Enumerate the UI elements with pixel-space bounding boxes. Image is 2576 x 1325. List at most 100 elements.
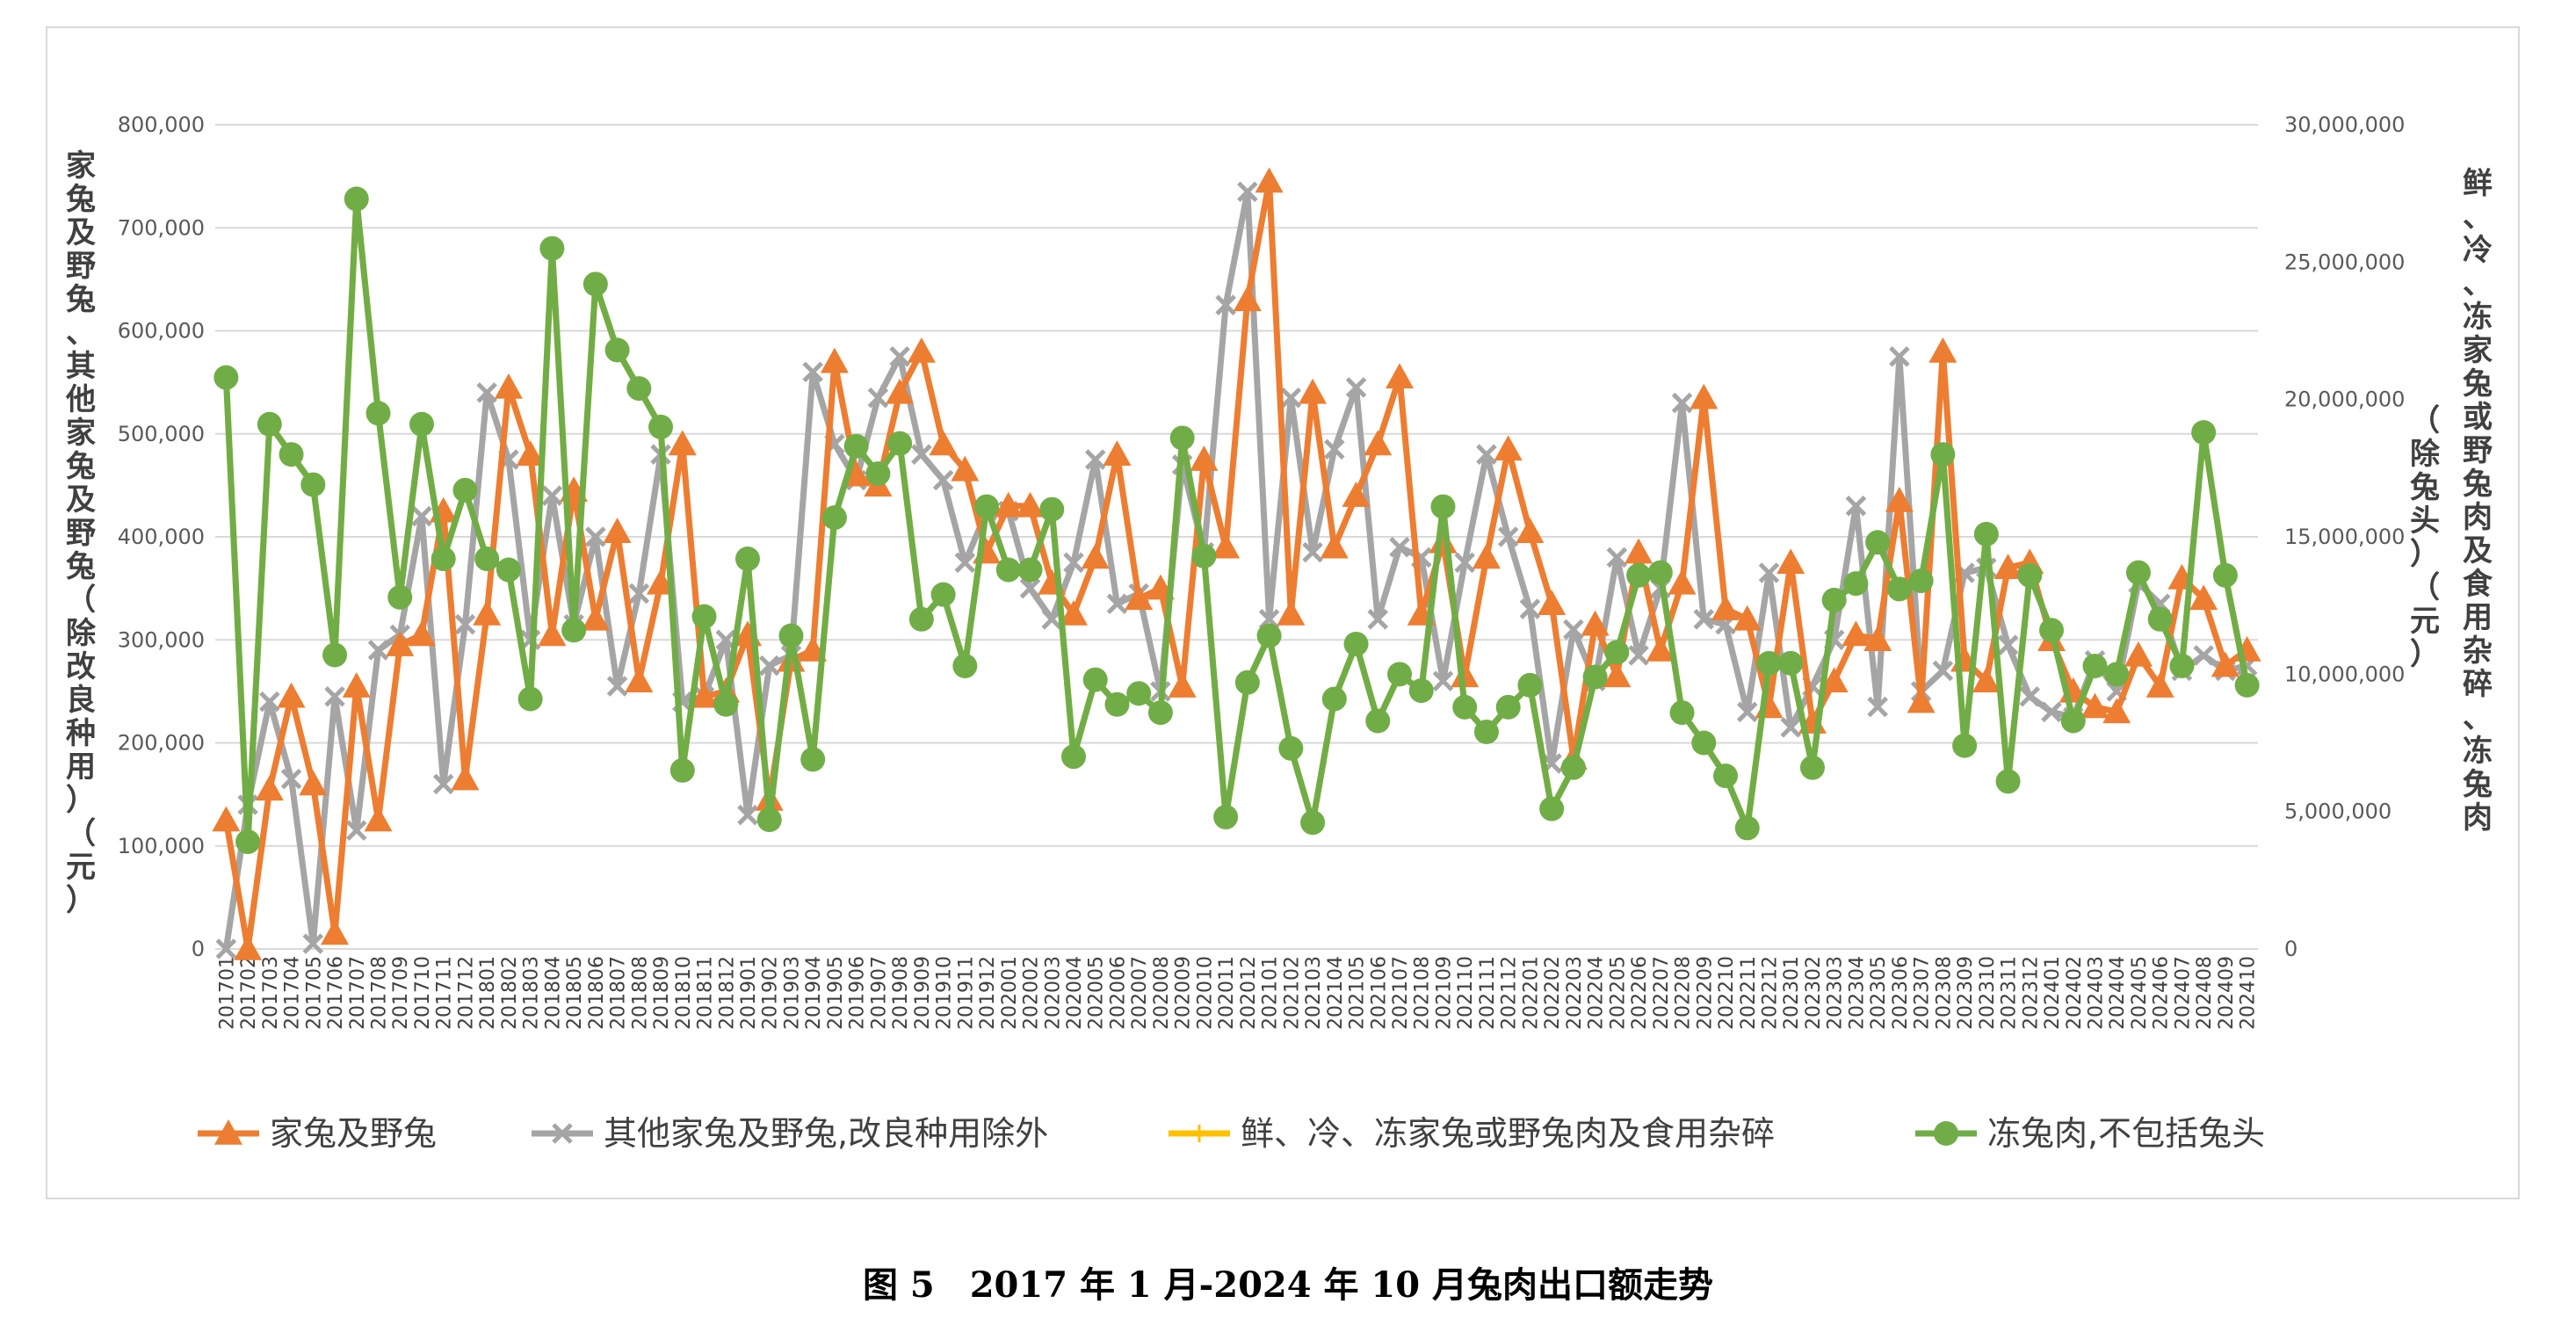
marker-stroke [1432,670,1454,691]
series-marker [259,691,280,713]
axis-title-char: 其 [66,349,96,384]
x-tick-label: 201807 [608,956,630,1030]
series-line [222,195,2251,845]
series-marker [911,444,932,465]
x-tick-label: 202410 [2238,956,2260,1030]
series-marker [1060,744,1086,770]
left-tick-label: 400,000 [118,525,205,549]
series-marker [1581,610,1610,636]
series-marker [1017,557,1043,583]
marker-stroke [346,820,367,841]
x-tick-label: 201808 [629,956,651,1030]
series-marker [1756,650,1782,676]
series-marker [1843,571,1869,597]
series-marker [234,935,263,960]
x-tick-label: 202205 [1607,956,1629,1030]
x-tick-label: 202306 [1890,956,1912,1030]
axis-title-char: （ [66,583,96,618]
series-marker [1582,664,1608,690]
series-marker [1233,286,1262,312]
legend-item-3: 冻兔肉,不包括兔头 [1915,1114,2265,1153]
x-tick-label: 202407 [2172,956,2194,1030]
axis-title-char: 肉 [2463,800,2493,836]
marker-stroke [541,485,563,506]
series-marker [1845,496,1867,517]
marker-stroke [2193,645,2214,666]
x-tick-label: 201811 [695,956,717,1030]
marker-stroke [911,444,932,465]
series-marker [1560,755,1586,780]
series-marker [1863,626,1892,652]
marker-stroke [280,768,302,790]
series-marker [908,606,934,632]
series-marker [648,414,674,439]
series-marker [1780,717,1801,738]
legend-label: 家兔及野兔 [270,1114,437,1153]
series-marker [2147,606,2173,632]
marker-stroke [1671,392,1693,414]
x-tick-label: 201809 [651,956,673,1030]
series-marker [1169,425,1195,451]
series-marker [1516,518,1545,543]
series-marker [344,186,369,212]
series-marker [1191,543,1217,568]
series-marker [324,685,345,707]
series-marker [1277,599,1306,626]
x-tick-label: 202312 [2020,956,2042,1030]
series-marker [734,547,760,572]
marker-stroke [1084,449,1106,470]
series-marker [2211,651,2240,677]
x-tick-label: 201907 [868,956,890,1030]
x-tick-label: 202209 [1694,956,1716,1030]
series-marker [2104,662,2130,687]
x-tick-label: 202404 [2107,956,2129,1030]
x-tick-label: 201705 [303,956,325,1030]
series-marker [1302,541,1323,563]
marker-stroke [1215,294,1236,315]
x-tick-label: 202310 [1977,956,1999,1030]
x-tick-label: 202406 [2151,956,2173,1030]
series-marker [1733,605,1762,631]
axis-title-char: 他 [65,382,96,417]
x-tick-label: 202311 [1999,956,2021,1030]
legend-item-1: 其他家兔及野兔,改良种用除外 [532,1114,1048,1153]
legend: 家兔及野兔 其他家兔及野兔,改良种用除外 鲜、冷、冻家兔或野兔肉及食用杂碎 冻兔肉,不… [198,1114,2265,1153]
series-marker [539,235,565,261]
series-marker [1237,181,1258,202]
x-tick-label: 202211 [1738,956,1760,1030]
marker-stroke [2019,685,2041,707]
series-marker [1776,548,1805,575]
x-tick-label: 201802 [499,956,521,1030]
right-axis-title-line1: 鲜、冷、冻家兔或野兔肉及食用杂碎、冻兔肉 [2463,166,2493,836]
axis-title-char: （ [66,816,96,851]
marker-stroke [1345,377,1367,398]
series-marker [2017,562,2043,588]
series-marker [1039,496,1065,522]
x-tick-label: 202009 [1173,956,1195,1030]
axis-title-char: 种 [66,716,96,751]
series-marker [867,387,889,409]
axis-title-char: 兔 [66,182,96,217]
x-tick-label: 201901 [738,956,760,1030]
series-marker [1628,645,1649,666]
series-marker [737,804,758,826]
series-marker [1734,815,1760,841]
series-marker [820,347,849,373]
series-marker [1995,769,2021,794]
x-tick-label: 202307 [1912,956,1934,1030]
series-marker [235,829,261,855]
x-tick-label: 201905 [825,956,847,1030]
x-tick-label: 202203 [1564,956,1586,1030]
axis-title-char: 杂 [2463,634,2493,669]
x-tick-label: 202109 [1433,956,1455,1030]
chart: 0 100,000 200,000 300,000 400,000 500,000 600,… [65,112,2493,1153]
series-marker [541,485,563,506]
series-marker [552,1123,573,1144]
legend-item-0: 家兔及野兔 [198,1114,437,1153]
marker-stroke [215,938,237,959]
series-marker [1997,634,2019,655]
left-tick-label: 100,000 [118,834,205,858]
x-tick-label: 201906 [847,956,869,1030]
series-marker [603,518,632,543]
series-marker [367,640,389,661]
